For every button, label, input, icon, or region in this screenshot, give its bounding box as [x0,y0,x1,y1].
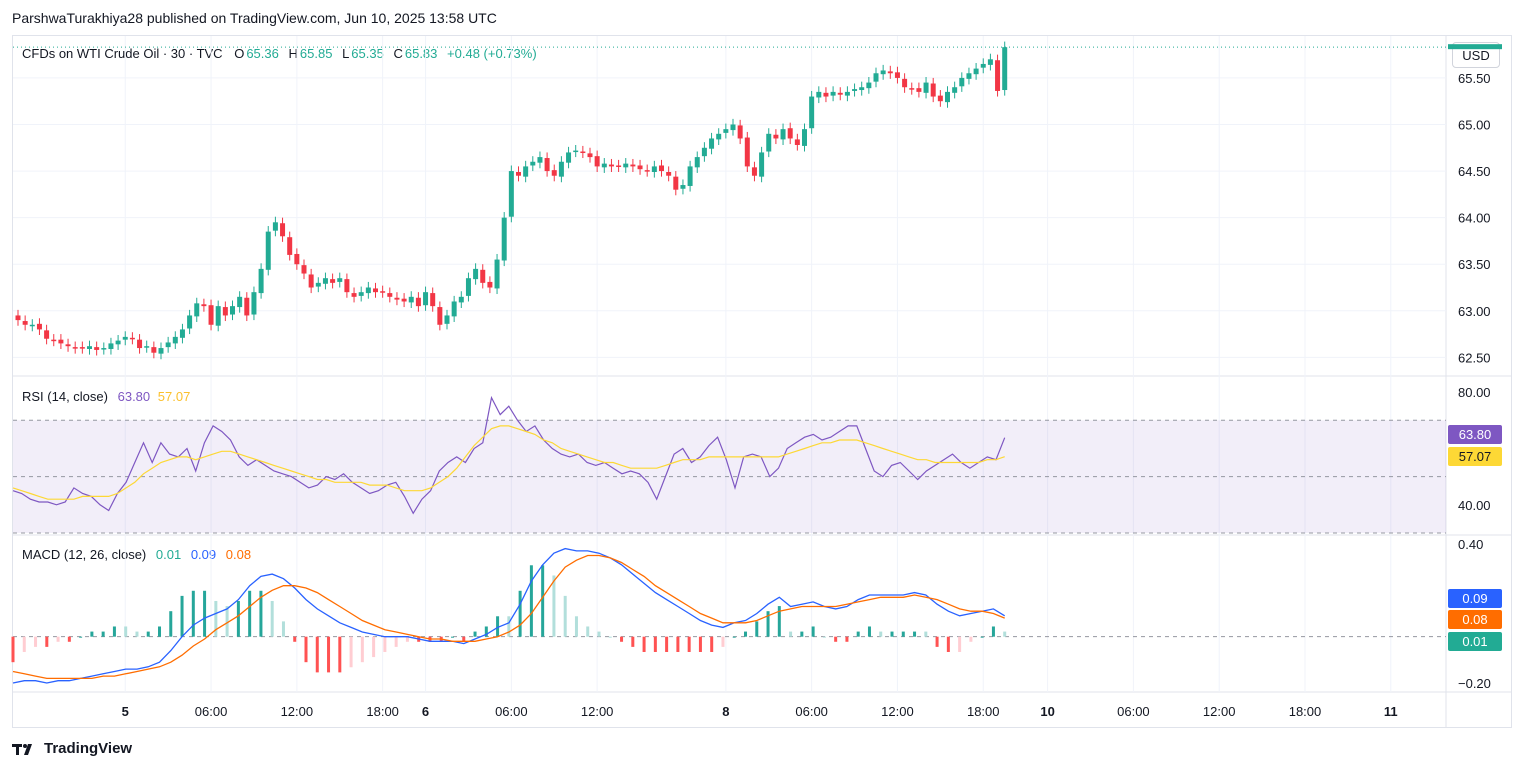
macd-line-value: 0.09 [190,547,217,562]
currency-button[interactable]: USD [1452,42,1500,68]
rsi-value: 63.80 [117,389,151,404]
tradingview-brand: TradingView [44,740,133,757]
publish-header: ParshwaTurakhiya28 published on TradingV… [12,10,497,26]
rsi-legend: RSI (14, close) 63.80 57.07 [22,389,192,404]
open-label: O [234,46,245,61]
tradingview-logo-icon [12,743,32,755]
price-legend: CFDs on WTI Crude Oil · 30 · TVC O 65.36 … [22,46,539,61]
macd-price-badge: 0.09 [1448,589,1502,608]
low-value: 65.35 [351,46,384,61]
chart-frame[interactable] [12,35,1512,728]
macd-signal-value: 0.08 [225,547,252,562]
high-label: H [288,46,298,61]
rsi-ma-price-badge: 57.07 [1448,447,1502,466]
symbol-label: CFDs on WTI Crude Oil · 30 · TVC [22,46,223,61]
rsi-ma-value: 57.07 [157,389,191,404]
close-label: C [393,46,403,61]
close-value: 65.83 [404,46,438,61]
high-value: 65.85 [299,46,333,61]
histogram-price-badge: 0.01 [1448,632,1502,651]
rsi-label: RSI (14, close) [22,389,108,404]
macd-legend: MACD (12, 26, close) 0.01 0.09 0.08 [22,547,253,562]
rsi-price-badge: 63.80 [1448,425,1502,444]
open-value: 65.36 [246,46,279,61]
low-label: L [342,46,350,61]
tradingview-logo: TradingView [12,740,132,757]
macd-label: MACD (12, 26, close) [22,547,147,562]
change-value: +0.48 (+0.73%) [447,46,537,61]
macd-hist-value: 0.01 [155,547,182,562]
signal-price-badge: 0.08 [1448,610,1502,629]
